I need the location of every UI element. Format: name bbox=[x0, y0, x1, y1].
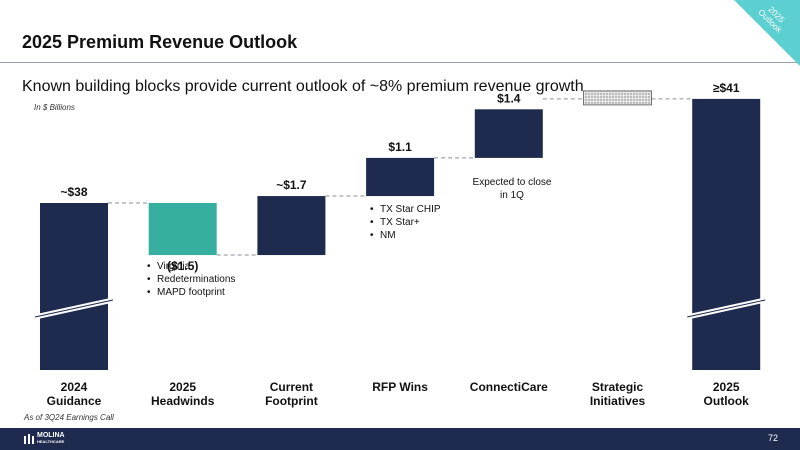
units-note: In $ Billions bbox=[34, 103, 75, 112]
source-note: As of 3Q24 Earnings Call bbox=[24, 413, 114, 422]
title-divider bbox=[0, 62, 800, 63]
category-label: Strategic bbox=[592, 380, 644, 394]
category-label: Current bbox=[270, 380, 313, 394]
value-label: ≥$41 bbox=[713, 81, 740, 95]
bar-strategic-initiatives bbox=[583, 90, 652, 106]
headwinds-bullet: MAPD footprint bbox=[147, 286, 235, 299]
headwinds-bullet: Redeterminations bbox=[147, 273, 235, 286]
value-label: $1.4 bbox=[497, 91, 521, 105]
axis-break-edge bbox=[34, 299, 114, 318]
category-label: Outlook bbox=[704, 394, 750, 408]
logo-line1: MOLINA bbox=[37, 432, 65, 439]
category-label: Headwinds bbox=[151, 394, 215, 408]
category-label: 2024 bbox=[61, 380, 88, 394]
corner-outlook-tag: 2025 Outlook bbox=[734, 0, 800, 66]
rfp-bullet: TX Star+ bbox=[370, 216, 441, 229]
category-label: 2025 bbox=[713, 380, 740, 394]
headwinds-bullet-list: VirginiaRedeterminationsMAPD footprint bbox=[147, 260, 235, 299]
molina-logo-mark-icon bbox=[24, 434, 34, 444]
page-subtitle: Known building blocks provide current ou… bbox=[22, 78, 584, 95]
category-label: RFP Wins bbox=[372, 380, 428, 394]
page-number: 72 bbox=[767, 433, 778, 443]
rfp-bullet-list: TX Star CHIPTX Star+NM bbox=[370, 203, 441, 242]
category-label: Initiatives bbox=[590, 394, 646, 408]
logo-line2: HEALTHCARE bbox=[37, 439, 65, 444]
rfp-bullet: TX Star CHIP bbox=[370, 203, 441, 216]
value-label: ~$38 bbox=[60, 185, 87, 199]
axis-break-edge bbox=[687, 299, 766, 318]
page-title: 2025 Premium Revenue Outlook bbox=[22, 32, 298, 52]
category-label: 2025 bbox=[169, 380, 196, 394]
category-label: Guidance bbox=[47, 394, 102, 408]
bar-2025-headwinds bbox=[148, 203, 217, 256]
value-label: $1.1 bbox=[388, 140, 412, 154]
bar-2024-guidance bbox=[40, 203, 108, 370]
value-label: ~$1.7 bbox=[276, 178, 307, 192]
molina-logo: MOLINA HEALTHCARE bbox=[24, 432, 65, 445]
connecticare-note: Expected to close in 1Q bbox=[472, 177, 552, 201]
bar-connecticare bbox=[474, 109, 543, 158]
rfp-bullet: NM bbox=[370, 229, 441, 242]
bar-current-footprint bbox=[257, 196, 326, 256]
category-label: ConnectiCare bbox=[470, 380, 548, 394]
category-label: Footprint bbox=[265, 394, 318, 408]
footer-bar: MOLINA HEALTHCARE 72 bbox=[0, 428, 800, 450]
bar-2025-outlook bbox=[692, 98, 761, 371]
headwinds-bullet: Virginia bbox=[147, 260, 235, 273]
bar-rfp-wins bbox=[366, 157, 435, 197]
